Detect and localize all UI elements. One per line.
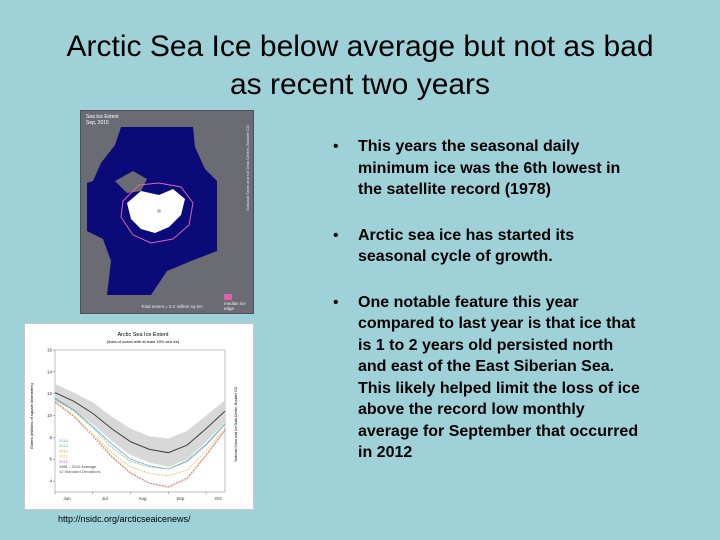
legend-entry: 2011 xyxy=(59,454,68,459)
legend-entry: 2013 xyxy=(59,443,69,448)
extent-chart: Arctic Sea Ice Extent (Area of ocean wit… xyxy=(24,323,254,510)
extent-chart-svg: Arctic Sea Ice Extent (Area of ocean wit… xyxy=(29,332,238,501)
std-dev-band xyxy=(55,383,225,467)
map-side-label: National Snow and Ice Data Center, Bould… xyxy=(245,125,250,211)
y-tick-label: 16 xyxy=(47,348,53,353)
chart-side-label: National Snow and Ice Data Center, Bould… xyxy=(234,386,238,461)
legend-entry: 2014 xyxy=(59,438,69,443)
y-tick-label: 10 xyxy=(47,413,53,418)
pole-marker xyxy=(157,209,161,213)
land-area xyxy=(87,231,111,295)
map-footer: Total extent = 5.2 million sq km xyxy=(141,304,203,309)
x-tick-label: Jul xyxy=(102,496,108,501)
chart-ylabel: Extent (millions of square kilometers) xyxy=(29,383,34,449)
y-tick-label: 6 xyxy=(49,457,52,462)
x-tick-label: Oct xyxy=(215,496,223,501)
series-line xyxy=(54,398,226,470)
y-tick-label: 14 xyxy=(47,369,53,374)
median-ice-edge xyxy=(120,182,194,244)
legend-entry: 2012 xyxy=(59,448,69,453)
slide-title: Arctic Sea Ice below average but not as … xyxy=(0,28,720,104)
sea-ice-map: Sea Ice Extent Sep, 2015 National Snow a… xyxy=(80,110,254,314)
bullet-list: This years the seasonal daily minimum ic… xyxy=(330,136,640,488)
source-url[interactable]: http://nsidc.org/arcticseaicenews/ xyxy=(58,514,191,524)
series-line xyxy=(54,397,226,470)
median-edge-label: median ice edge xyxy=(224,301,246,311)
land-area xyxy=(151,251,217,295)
legend-entry: 1981 - 2010 Average xyxy=(59,464,97,469)
land-area xyxy=(193,127,217,181)
legend-entry: ±2 Standard Deviations xyxy=(59,469,101,474)
y-tick-label: 8 xyxy=(49,435,52,440)
land-area xyxy=(115,171,147,193)
median-edge-swatch xyxy=(224,294,232,300)
y-tick-label: 4 xyxy=(49,479,52,484)
bullet-item: This years the seasonal daily minimum ic… xyxy=(330,136,640,201)
bullet-item: One notable feature this year compared t… xyxy=(330,292,640,464)
bullet-item: Arctic sea ice has started its seasonal … xyxy=(330,225,640,268)
map-header: Sea Ice Extent Sep, 2015 xyxy=(86,114,119,126)
map-graphic xyxy=(87,127,217,295)
title-line-2: as recent two years xyxy=(229,68,491,101)
legend-entry: 2012 xyxy=(59,459,69,464)
series-line xyxy=(54,392,226,454)
series-line xyxy=(54,402,226,487)
x-tick-label: Aug xyxy=(139,496,148,501)
series-line xyxy=(54,401,226,476)
x-tick-label: Jun xyxy=(63,496,71,501)
x-tick-label: Sep xyxy=(176,496,185,501)
chart-subtitle: (Area of ocean with at least 15% sea ice… xyxy=(107,339,180,344)
title-line-1: Arctic Sea Ice below average but not as … xyxy=(66,30,654,63)
ice-area xyxy=(127,189,185,233)
land-area xyxy=(87,127,121,183)
chart-title: Arctic Sea Ice Extent xyxy=(117,332,169,338)
y-tick-label: 12 xyxy=(47,391,53,396)
